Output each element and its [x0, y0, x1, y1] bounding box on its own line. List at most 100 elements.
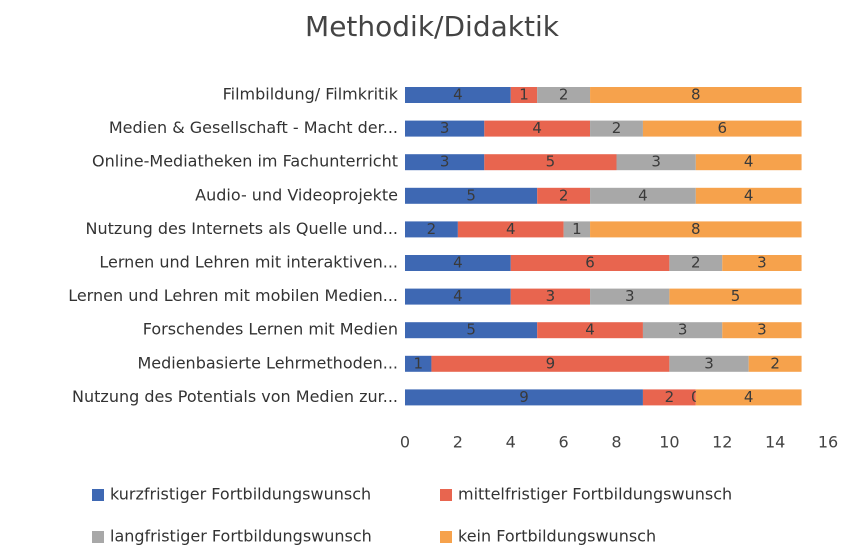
bar-segment	[510, 255, 670, 271]
bar-segment	[669, 255, 723, 271]
data-label: 3	[757, 254, 767, 272]
bar-segment	[695, 187, 802, 204]
legend-label: langfristiger Fortbildungswunsch	[110, 527, 372, 546]
data-label: 4	[532, 119, 542, 137]
x-tick-label: 10	[659, 433, 679, 452]
bar-segment	[405, 154, 485, 171]
data-label: 5	[731, 287, 741, 305]
bar-segment	[616, 154, 696, 171]
data-label: 5	[466, 186, 476, 204]
data-label: 4	[506, 220, 516, 238]
chart-title: Methodik/Didaktik	[305, 10, 560, 43]
x-tick-label: 14	[765, 433, 785, 452]
data-label: 2	[427, 220, 437, 238]
bar-segment	[537, 187, 591, 204]
data-label: 3	[546, 287, 556, 305]
category-label: Filmbildung/ Filmkritik	[223, 85, 399, 104]
data-label: 9	[546, 354, 556, 372]
bar-segment	[695, 154, 802, 171]
category-label: Audio- und Videoprojekte	[195, 185, 398, 204]
data-label: 4	[453, 287, 463, 305]
data-label: 1	[572, 220, 582, 238]
data-label: 9	[519, 388, 529, 406]
bar-segment	[563, 221, 591, 238]
x-tick-label: 6	[559, 433, 569, 452]
data-label: 4	[638, 186, 648, 204]
legend-label: kurzfristiger Fortbildungswunsch	[110, 485, 371, 504]
data-label: 2	[612, 119, 622, 137]
bar-segment	[405, 120, 485, 137]
category-label: Forschendes Lernen mit Medien	[143, 320, 398, 339]
data-label: 4	[744, 388, 754, 406]
bar-segment	[537, 87, 591, 103]
data-label: 1	[519, 86, 529, 104]
bar-segment	[642, 389, 696, 406]
bar-segment	[590, 187, 696, 204]
bar-segment	[405, 87, 511, 103]
data-label: 4	[585, 321, 595, 339]
legend-label: mittelfristiger Fortbildungswunsch	[458, 485, 732, 504]
bar-segment	[484, 120, 591, 137]
bar-segment	[405, 255, 511, 271]
legend-swatch	[92, 531, 104, 543]
data-label: 2	[559, 86, 569, 104]
data-label: 8	[691, 220, 701, 238]
bar-segment	[510, 288, 591, 305]
bar-segment	[590, 87, 802, 103]
category-label: Nutzung des Internets als Quelle und...	[86, 219, 398, 238]
bar-segment	[590, 288, 670, 305]
x-tick-label: 16	[818, 433, 838, 452]
bar-segment	[405, 322, 538, 339]
data-label: 2	[559, 186, 569, 204]
bar-segment	[405, 221, 458, 238]
data-label: 3	[678, 321, 688, 339]
bar-segment	[484, 154, 617, 171]
data-label: 2	[665, 388, 675, 406]
data-label: 3	[651, 153, 661, 171]
x-tick-label: 8	[611, 433, 621, 452]
category-label: Online-Mediatheken im Fachunterricht	[92, 152, 398, 171]
data-label: 3	[704, 354, 714, 372]
bar-segment	[695, 389, 802, 406]
bar-segment	[590, 221, 802, 238]
bar-segment	[642, 322, 723, 339]
legend-swatch	[440, 531, 452, 543]
category-label: Nutzung des Potentials von Medien zur...	[72, 387, 398, 406]
data-label: 6	[717, 119, 727, 137]
category-label: Lernen und Lehren mit mobilen Medien...	[68, 286, 398, 305]
data-label: 4	[453, 254, 463, 272]
data-label: 1	[413, 354, 423, 372]
legend-label: kein Fortbildungswunsch	[458, 527, 656, 546]
bar-segment	[590, 120, 643, 137]
bar-segment	[669, 288, 802, 305]
data-label: 8	[691, 86, 701, 104]
x-tick-label: 0	[400, 433, 410, 452]
x-tick-label: 12	[712, 433, 732, 452]
data-label: 3	[440, 119, 450, 137]
bar-segment	[431, 355, 670, 372]
x-tick-label: 2	[453, 433, 463, 452]
bar-segment	[722, 255, 802, 271]
data-label: 3	[440, 153, 450, 171]
category-label: Lernen und Lehren mit interaktiven...	[99, 253, 398, 272]
data-label: 4	[744, 186, 754, 204]
bar-segment	[722, 322, 802, 339]
legend-swatch	[440, 489, 452, 501]
bar-segment	[405, 389, 643, 406]
category-label: Medienbasierte Lehrmethoden...	[137, 353, 398, 372]
data-label: 2	[691, 254, 701, 272]
data-label: 5	[546, 153, 556, 171]
data-label: 3	[757, 321, 767, 339]
legend-swatch	[92, 489, 104, 501]
bar-segment	[405, 355, 432, 372]
bar-segment	[669, 355, 749, 372]
bar-segment	[537, 322, 643, 339]
data-label: 6	[585, 254, 595, 272]
data-label: 4	[744, 153, 754, 171]
bar-segment	[457, 221, 564, 238]
bar-segment	[405, 187, 538, 204]
data-label: 3	[625, 287, 635, 305]
bar-segment	[748, 355, 802, 372]
data-label: 5	[466, 321, 476, 339]
